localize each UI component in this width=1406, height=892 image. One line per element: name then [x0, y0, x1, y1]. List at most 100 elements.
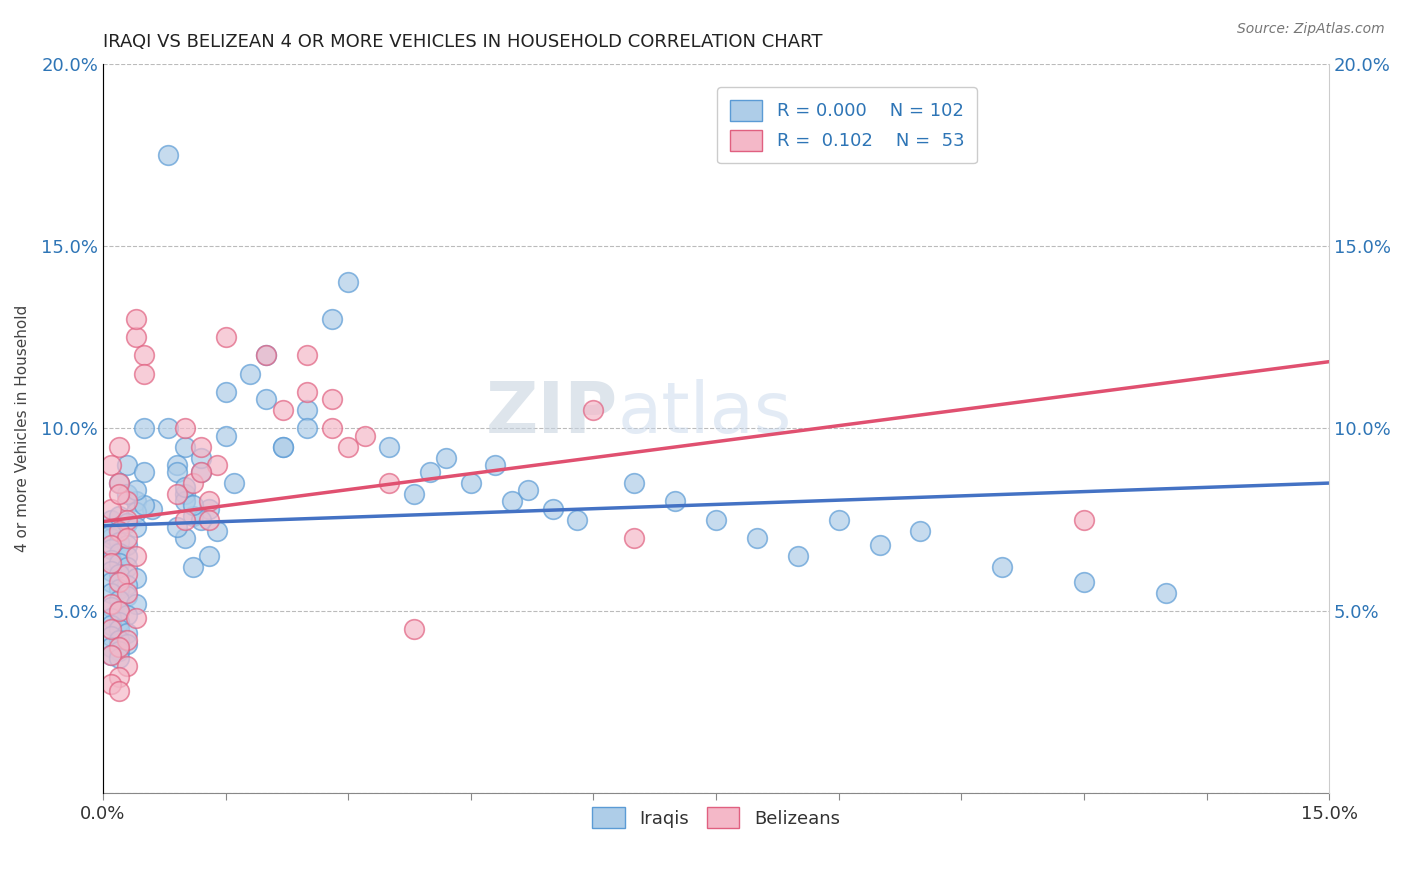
Point [117, 625, 139, 640]
Point [190, 450, 212, 465]
Point [100, 648, 122, 662]
Point [664, 494, 686, 508]
Point [117, 578, 139, 592]
Point [378, 440, 401, 454]
Point [100, 513, 122, 527]
Point [173, 421, 195, 435]
Point [190, 440, 212, 454]
Point [108, 651, 131, 665]
Point [100, 622, 122, 636]
Point [100, 597, 122, 611]
Point [565, 513, 588, 527]
Point [100, 527, 122, 541]
Text: IRAQI VS BELIZEAN 4 OR MORE VEHICLES IN HOUSEHOLD CORRELATION CHART: IRAQI VS BELIZEAN 4 OR MORE VEHICLES IN … [103, 33, 823, 51]
Point [100, 618, 122, 632]
Point [321, 392, 343, 407]
Point [124, 312, 146, 326]
Point [297, 348, 319, 362]
Point [108, 440, 131, 454]
Point [157, 421, 180, 435]
Point [541, 501, 564, 516]
Point [297, 384, 319, 399]
Point [173, 480, 195, 494]
Point [100, 557, 122, 571]
Point [297, 421, 319, 435]
Point [704, 513, 727, 527]
Point [337, 440, 360, 454]
Point [166, 465, 188, 479]
Point [198, 494, 221, 508]
Point [117, 458, 139, 472]
Point [132, 498, 155, 512]
Point [132, 367, 155, 381]
Point [1154, 585, 1177, 599]
Point [100, 585, 122, 599]
Point [117, 487, 139, 501]
Point [124, 549, 146, 563]
Point [117, 567, 139, 582]
Point [173, 513, 195, 527]
Point [166, 487, 188, 501]
Point [117, 531, 139, 545]
Point [181, 476, 204, 491]
Point [108, 582, 131, 596]
Point [173, 440, 195, 454]
Point [869, 538, 891, 552]
Point [271, 440, 294, 454]
Point [402, 487, 425, 501]
Point [124, 520, 146, 534]
Point [124, 611, 146, 625]
Text: atlas: atlas [619, 379, 793, 449]
Text: Source: ZipAtlas.com: Source: ZipAtlas.com [1237, 22, 1385, 37]
Point [910, 524, 932, 538]
Point [124, 505, 146, 519]
Point [198, 549, 221, 563]
Y-axis label: 4 or more Vehicles in Household: 4 or more Vehicles in Household [15, 305, 30, 552]
Point [108, 593, 131, 607]
Point [173, 487, 195, 501]
Point [501, 494, 523, 508]
Point [100, 458, 122, 472]
Text: ZIP: ZIP [485, 379, 619, 449]
Point [100, 553, 122, 567]
Point [108, 476, 131, 491]
Point [100, 574, 122, 589]
Point [198, 513, 221, 527]
Point [117, 560, 139, 574]
Point [108, 524, 131, 538]
Point [141, 501, 163, 516]
Point [181, 560, 204, 574]
Point [108, 557, 131, 571]
Point [214, 428, 236, 442]
Point [124, 330, 146, 344]
Point [166, 520, 188, 534]
Point [100, 629, 122, 643]
Point [207, 458, 229, 472]
Point [181, 508, 204, 523]
Point [117, 513, 139, 527]
Point [582, 403, 605, 417]
Point [117, 633, 139, 648]
Point [173, 494, 195, 508]
Point [108, 633, 131, 648]
Point [166, 458, 188, 472]
Point [132, 421, 155, 435]
Point [108, 604, 131, 618]
Point [623, 476, 645, 491]
Point [271, 440, 294, 454]
Point [100, 677, 122, 691]
Point [117, 494, 139, 508]
Point [623, 531, 645, 545]
Point [108, 574, 131, 589]
Point [190, 513, 212, 527]
Point [353, 428, 375, 442]
Point [239, 367, 262, 381]
Point [132, 465, 155, 479]
Point [117, 549, 139, 563]
Point [256, 348, 278, 362]
Point [124, 597, 146, 611]
Point [321, 312, 343, 326]
Point [117, 637, 139, 651]
Point [100, 531, 122, 545]
Point [786, 549, 808, 563]
